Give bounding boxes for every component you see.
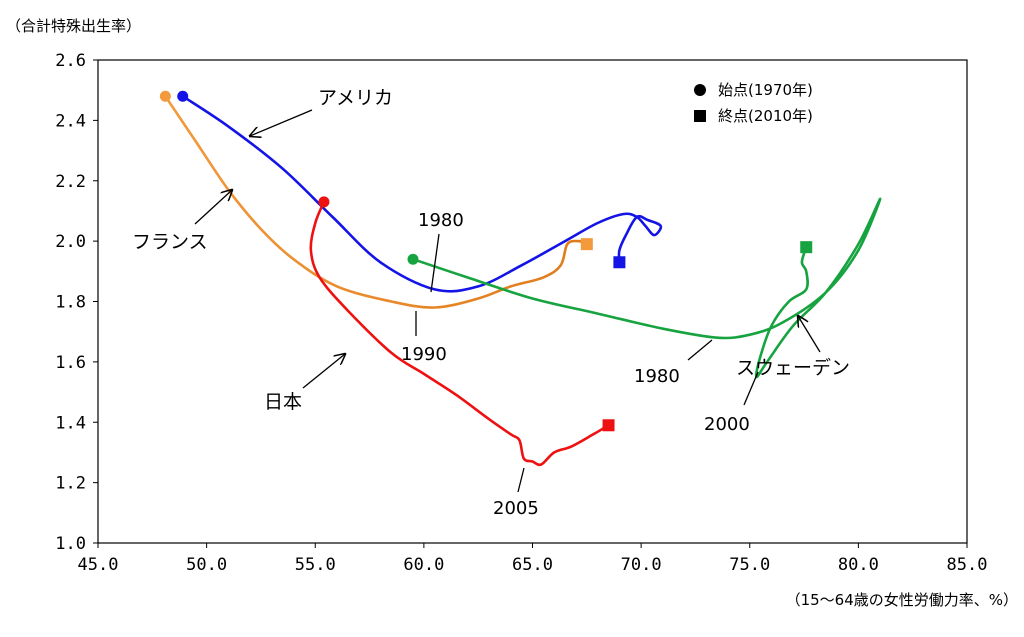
x-axis-title: （15〜64歳の女性労働力率、%） xyxy=(786,591,1018,609)
legend: 始点(1970年) 終点(2010年) xyxy=(694,81,813,125)
x-tick-label: 75.0 xyxy=(729,555,770,575)
legend-label: 終点(2010年) xyxy=(718,107,813,125)
annotation-9: 2000 xyxy=(704,371,759,435)
x-tick-label: 70.0 xyxy=(621,555,662,575)
x-tick-label: 45.0 xyxy=(78,555,119,575)
y-tick-label: 1.8 xyxy=(55,293,86,313)
y-tick-label: 2.2 xyxy=(55,172,86,192)
annotation-arrow xyxy=(194,190,232,225)
annotation-label: アメリカ xyxy=(318,87,393,109)
series-japan xyxy=(309,196,615,467)
series-line-france xyxy=(164,94,589,309)
y-tick-label: 1.2 xyxy=(55,474,86,494)
series-line-usa xyxy=(181,94,663,293)
annotation-leader xyxy=(743,371,759,406)
series-line-japan xyxy=(309,200,610,467)
annotation-6: 1990 xyxy=(401,311,447,365)
annotation-label: 2000 xyxy=(704,414,750,435)
end-point-japan xyxy=(602,419,615,432)
legend-square-icon xyxy=(694,110,706,122)
x-axis: 45.0 50.0 55.0 60.0 65.0 70.0 75.0 80.0 85.0 xyxy=(78,543,988,575)
annotation-label: フランス xyxy=(132,231,208,253)
legend-label: 始点(1970年) xyxy=(718,81,813,99)
y-tick-label: 2.6 xyxy=(55,51,86,71)
annotation-arrow xyxy=(302,354,345,389)
legend-circle-icon xyxy=(694,84,706,96)
legend-item-2: 終点(2010年) xyxy=(694,107,813,125)
annotation-arrow xyxy=(798,316,821,353)
annotation-5: 1980 xyxy=(418,210,464,293)
series-line-sweden xyxy=(411,197,882,379)
end-point-usa xyxy=(613,256,626,269)
y-tick-label: 1.4 xyxy=(55,413,86,433)
y-axis: 1.0 1.2 1.4 1.6 1.8 2.0 2.2 2.4 2.6 xyxy=(55,51,98,554)
y-tick-label: 2.0 xyxy=(55,232,86,252)
annotation-leader xyxy=(517,467,525,493)
x-tick-label: 85.0 xyxy=(947,555,988,575)
annotation-label: スウェーデン xyxy=(736,357,850,379)
start-point-sweden xyxy=(407,253,419,265)
start-point-france xyxy=(159,90,171,102)
annotation-leader xyxy=(687,339,713,361)
annotation-7: 2005 xyxy=(493,467,539,519)
end-point-france xyxy=(580,238,593,251)
annotation-label: 1980 xyxy=(634,366,680,387)
x-tick-label: 65.0 xyxy=(512,555,553,575)
series-france xyxy=(159,90,593,309)
annotation-label: 1980 xyxy=(418,210,464,231)
series-usa xyxy=(177,90,663,293)
annotation-leader xyxy=(430,233,440,293)
x-tick-label: 55.0 xyxy=(295,555,336,575)
x-tick-label: 80.0 xyxy=(838,555,879,575)
start-point-japan xyxy=(318,196,330,208)
end-point-sweden xyxy=(800,241,813,254)
annotation-4: スウェーデン xyxy=(736,316,850,379)
start-point-usa xyxy=(177,90,189,102)
y-tick-label: 1.0 xyxy=(55,534,86,554)
x-tick-label: 50.0 xyxy=(186,555,227,575)
annotation-arrow xyxy=(250,109,313,136)
annotation-1: アメリカ xyxy=(250,87,393,136)
annotation-label: 日本 xyxy=(264,391,302,413)
annotation-8: 1980 xyxy=(634,339,713,387)
series-layer xyxy=(159,90,882,467)
annotation-3: 日本 xyxy=(264,354,345,413)
legend-item-1: 始点(1970年) xyxy=(694,81,813,99)
x-tick-label: 60.0 xyxy=(403,555,444,575)
y-tick-label: 2.4 xyxy=(55,111,86,131)
y-tick-label: 1.6 xyxy=(55,353,86,373)
annotation-2: フランス xyxy=(132,190,232,253)
annotation-label: 1990 xyxy=(401,344,447,365)
annotation-label: 2005 xyxy=(493,498,539,519)
y-axis-title: （合計特殊出生率） xyxy=(6,17,141,35)
series-sweden xyxy=(407,197,882,379)
plot-area xyxy=(97,59,968,544)
